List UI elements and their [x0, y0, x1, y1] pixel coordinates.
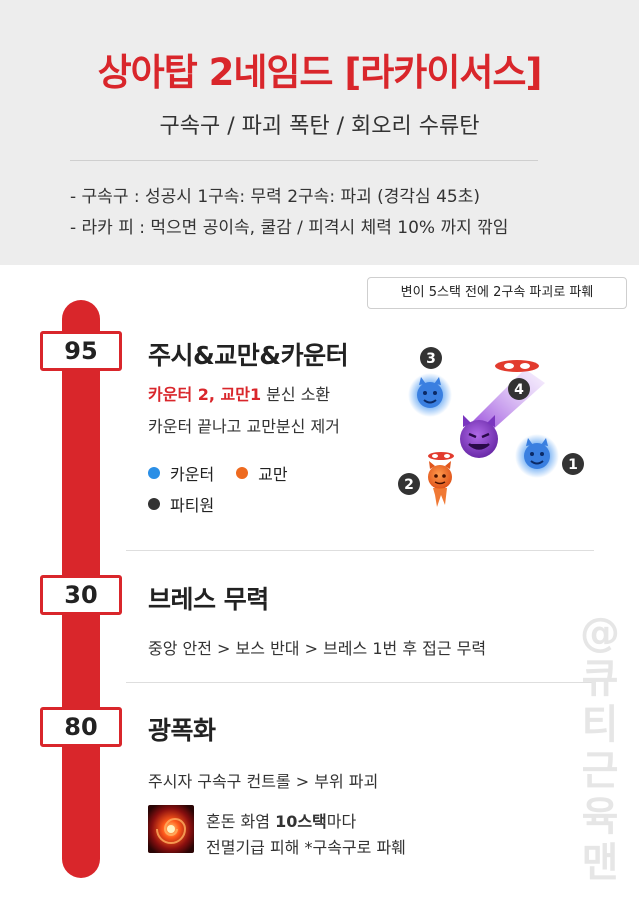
- marker-3: 3: [420, 347, 442, 369]
- position-diagram: 3 4 1 2: [398, 347, 584, 507]
- marker-2: 2: [398, 473, 420, 495]
- section2-line1: 중앙 안전 > 보스 반대 > 브레스 1번 후 접근 무력: [148, 639, 487, 658]
- section-divider-1: [126, 550, 594, 551]
- legend-party: 파티원: [148, 492, 214, 516]
- watermark-char: 육: [581, 794, 619, 840]
- section-divider-2: [126, 682, 594, 683]
- counter-dot-icon: [148, 467, 160, 479]
- svg-text:1: 1: [568, 457, 578, 473]
- section-title-focus-pride-counter: 주시&교만&카운터: [148, 341, 349, 370]
- marker-4: 4: [508, 378, 530, 400]
- header-divider: [70, 160, 538, 161]
- counter-clone-icon: [515, 434, 559, 478]
- watermark-char: 티: [581, 702, 619, 748]
- note-blood: - 라카 피 : 먹으면 공이속, 쿨감 / 피격시 체력 10% 까지 깎임: [70, 218, 509, 238]
- legend-party-label: 파티원: [170, 496, 215, 515]
- section1-line1-rest: 분신 소환: [261, 385, 331, 404]
- header-panel: 상아탑 2네임드 [라카이서스] 구속구 / 파괴 폭탄 / 회오리 수류탄 -…: [0, 0, 639, 265]
- page-title: 상아탑 2네임드 [라카이서스]: [97, 51, 543, 94]
- watermark-char: 맨: [581, 840, 619, 886]
- hp-badge-30: 30: [40, 575, 122, 615]
- chaos-flame-skill-icon: [148, 805, 194, 853]
- skill-line1-pre: 혼돈 화염: [206, 812, 276, 831]
- party-dot-icon: [148, 498, 160, 510]
- counter-clone-icon: [408, 373, 452, 417]
- pride-clone-icon: [428, 452, 454, 507]
- section-title-breath: 브레스 무력: [148, 585, 269, 614]
- section3-line1: 주시자 구속구 컨트롤 > 부위 파괴: [148, 772, 379, 791]
- skill-line1-bold: 10스택: [275, 812, 327, 831]
- section1-line1-highlight: 카운터 2, 교만1: [148, 385, 262, 404]
- section1-line2: 카운터 끝나고 교만분신 제거: [148, 417, 340, 436]
- skill-line2: 전멸기급 피해 *구속구로 파훼: [206, 838, 406, 857]
- legend-counter: 카운터: [148, 461, 214, 485]
- hp-badge-95: 95: [40, 331, 122, 371]
- hp-badge-80: 80: [40, 707, 122, 747]
- skill-line1-post: 마다: [326, 812, 357, 831]
- watermark-char: 큐: [581, 656, 619, 702]
- watermark: @ 큐 티 근 육 맨: [575, 610, 625, 886]
- eye-marker-icon: [495, 360, 539, 372]
- marker-1: 1: [562, 453, 584, 475]
- legend-row-2: 파티원: [148, 492, 236, 516]
- watermark-char: 근: [581, 748, 619, 794]
- legend-counter-label: 카운터: [170, 465, 215, 484]
- skill-line1: 혼돈 화염 10스택마다: [206, 808, 356, 832]
- page-subtitle: 구속구 / 파괴 폭탄 / 회오리 수류탄: [159, 114, 480, 139]
- legend-pride: 교만: [236, 461, 288, 485]
- legend-pride-label: 교만: [258, 465, 288, 484]
- boss-devil-icon: [460, 415, 498, 458]
- svg-text:4: 4: [514, 382, 524, 398]
- watermark-char: @: [580, 610, 620, 656]
- section-title-enrage: 광폭화: [148, 716, 216, 745]
- pride-dot-icon: [236, 467, 249, 479]
- svg-text:3: 3: [426, 351, 436, 367]
- legend-row-1: 카운터 교만: [148, 461, 310, 485]
- svg-text:2: 2: [404, 477, 414, 493]
- section1-line1: 카운터 2, 교만1 분신 소환: [148, 381, 330, 405]
- tip-box: 변이 5스택 전에 2구속 파괴로 파훼: [367, 277, 627, 309]
- note-binding: - 구속구 : 성공시 1구속: 무력 2구속: 파괴 (경각심 45초): [70, 187, 480, 207]
